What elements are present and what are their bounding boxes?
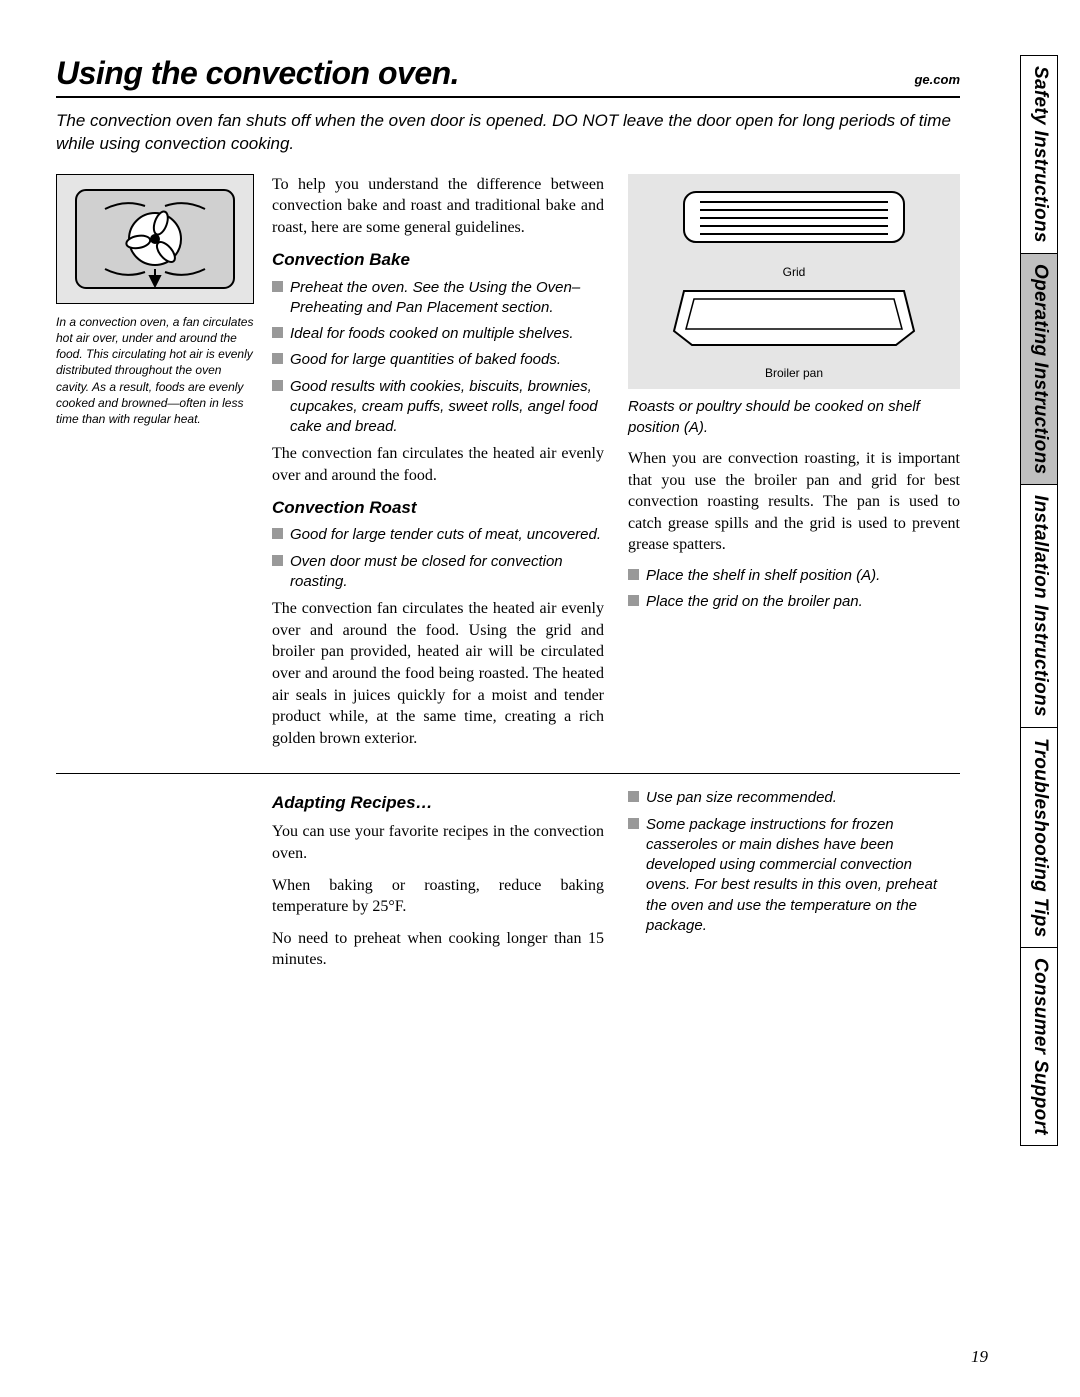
list-item: Good for large quantities of baked foods… (272, 350, 604, 370)
list-item: Place the grid on the broiler pan. (628, 592, 960, 612)
list-item: Good for large tender cuts of meat, unco… (272, 525, 604, 545)
body-columns: To help you understand the difference be… (272, 174, 960, 760)
bullet-icon (272, 327, 283, 338)
intro-paragraph: To help you understand the difference be… (272, 174, 604, 239)
bake-after: The convection fan circulates the heated… (272, 443, 604, 486)
adapting-p1: You can use your favorite recipes in the… (272, 821, 604, 864)
bullet-icon (272, 353, 283, 364)
tab-operating[interactable]: Operating Instructions (1020, 254, 1058, 485)
page-header: Using the convection oven. ge.com (56, 55, 960, 98)
heading-convection-roast: Convection Roast (272, 497, 604, 520)
tab-installation[interactable]: Installation Instructions (1020, 485, 1058, 728)
warning-text: The convection oven fan shuts off when t… (56, 110, 960, 156)
section-tabs: Safety Instructions Operating Instructio… (1020, 55, 1058, 1146)
list-item: Oven door must be closed for convection … (272, 552, 604, 593)
bullet-icon (272, 555, 283, 566)
roast-after: The convection fan circulates the heated… (272, 598, 604, 749)
bullet-icon (628, 791, 639, 802)
figure-broiler: Grid Broiler pan (628, 174, 960, 390)
fan-caption: In a convection oven, a fan circulates h… (56, 314, 254, 427)
tab-safety[interactable]: Safety Instructions (1020, 55, 1058, 254)
section-divider (56, 773, 960, 774)
bullet-icon (628, 818, 639, 829)
list-item: Use pan size recommended. (628, 788, 960, 808)
bullet-icon (628, 595, 639, 606)
figure-fan: In a convection oven, a fan circulates h… (56, 174, 254, 760)
adapting-p2: When baking or roasting, reduce baking t… (272, 875, 604, 918)
list-item: Some package instructions for frozen cas… (628, 815, 960, 937)
broiler-label: Broiler pan (646, 365, 942, 381)
adapting-section: Adapting Recipes… You can use your favor… (272, 788, 960, 981)
list-item: Good results with cookies, biscuits, bro… (272, 377, 604, 438)
adapting-p3: No need to preheat when cooking longer t… (272, 928, 604, 971)
list-item: Place the shelf in shelf position (A). (628, 566, 960, 586)
grid-label: Grid (646, 264, 942, 280)
heading-convection-bake: Convection Bake (272, 249, 604, 272)
bullet-icon (272, 281, 283, 292)
page-title: Using the convection oven. (56, 55, 459, 92)
list-item: Preheat the oven. See the Using the Oven… (272, 278, 604, 319)
bullet-icon (272, 528, 283, 539)
fan-illustration (56, 174, 254, 304)
tab-consumer[interactable]: Consumer Support (1020, 948, 1058, 1146)
tab-troubleshooting[interactable]: Troubleshooting Tips (1020, 728, 1058, 949)
bullet-icon (272, 380, 283, 391)
heading-adapting: Adapting Recipes… (272, 792, 604, 815)
roast-right-p: When you are convection roasting, it is … (628, 448, 960, 556)
brand-link[interactable]: ge.com (914, 72, 960, 87)
page-number: 19 (971, 1347, 988, 1367)
broiler-caption: Roasts or poultry should be cooked on sh… (628, 397, 960, 438)
list-item: Ideal for foods cooked on multiple shelv… (272, 324, 604, 344)
bullet-icon (628, 569, 639, 580)
